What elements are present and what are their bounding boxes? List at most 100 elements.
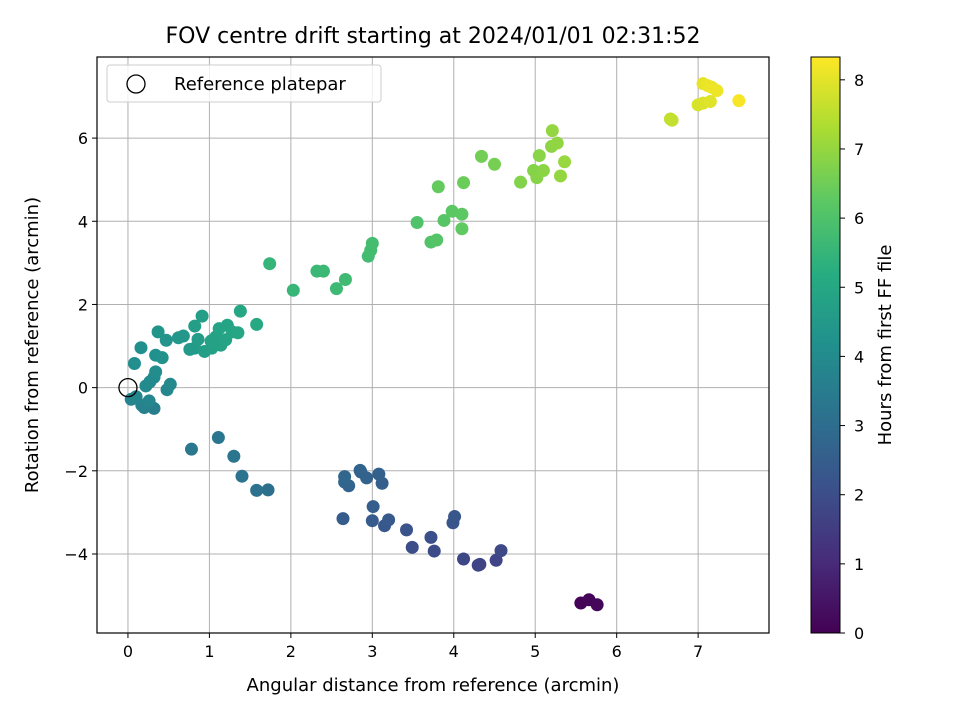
y-tick-label: 4: [78, 212, 88, 231]
x-tick-label: 1: [204, 642, 214, 661]
colorbar-tick-label: 7: [854, 140, 864, 159]
y-tick-label: 6: [78, 129, 88, 148]
x-tick-label: 0: [123, 642, 133, 661]
data-point: [710, 84, 724, 98]
x-tick-label: 5: [530, 642, 540, 661]
colorbar-tick-label: 4: [854, 347, 864, 366]
data-point: [365, 236, 379, 250]
data-point: [532, 149, 546, 163]
colorbar: 0 1 2 3 4 5 6 7 8 Hours from first FF file: [810, 56, 896, 643]
data-point: [474, 149, 488, 163]
data-point: [250, 483, 264, 497]
legend: Reference platepar: [106, 64, 382, 103]
y-tick-label: 0: [78, 379, 88, 398]
data-point: [316, 264, 330, 278]
data-point: [195, 309, 209, 323]
data-point: [703, 94, 717, 108]
legend-entry-reference-platepar: Reference platepar: [174, 74, 346, 95]
data-point: [445, 204, 459, 218]
y-tick-label: −2: [64, 462, 88, 481]
x-axis-label: Angular distance from reference (arcmin): [247, 675, 620, 696]
x-axis-ticks: 0 1 2 3 4 5 6 7: [123, 633, 703, 661]
x-tick-label: 2: [286, 642, 296, 661]
data-point: [550, 136, 564, 150]
plot-frame: [96, 56, 770, 634]
x-tick-label: 3: [367, 642, 377, 661]
data-point: [263, 257, 277, 271]
colorbar-tick-label: 6: [854, 209, 864, 228]
data-point: [176, 329, 190, 343]
y-axis-ticks: −4 −2 0 2 4 6: [64, 129, 97, 564]
data-point: [489, 553, 503, 567]
data-point: [329, 282, 343, 296]
data-point: [155, 351, 169, 365]
data-point: [149, 365, 163, 379]
data-point: [233, 304, 247, 318]
data-point: [366, 500, 380, 514]
data-point: [665, 113, 679, 127]
data-point: [487, 157, 501, 171]
data-point: [286, 283, 300, 297]
data-point: [372, 467, 386, 481]
data-point: [159, 333, 173, 347]
colorbar-tick-label: 5: [854, 278, 864, 297]
x-tick-label: 7: [693, 642, 703, 661]
x-tick-label: 6: [612, 642, 622, 661]
colorbar-tick-label: 2: [854, 486, 864, 505]
data-point: [431, 180, 445, 194]
colorbar-tick-label: 1: [854, 555, 864, 574]
data-point: [250, 317, 264, 331]
data-point: [188, 319, 202, 333]
data-point: [427, 544, 441, 558]
data-point: [235, 469, 249, 483]
data-point: [514, 175, 528, 189]
data-point: [127, 357, 141, 371]
colorbar-label: Hours from first FF file: [875, 245, 896, 446]
data-point: [732, 94, 746, 108]
data-point: [410, 216, 424, 230]
data-point: [430, 233, 444, 247]
data-point: [231, 326, 245, 340]
data-point: [437, 213, 451, 227]
data-point: [494, 544, 508, 558]
colorbar-tick-label: 8: [854, 71, 864, 90]
data-point: [129, 390, 143, 404]
data-point: [382, 513, 396, 527]
data-point: [338, 272, 352, 286]
data-point: [455, 207, 469, 221]
data-points: [124, 77, 746, 612]
reference-marker-layer: [118, 377, 138, 398]
data-point: [553, 169, 567, 183]
data-point: [163, 377, 177, 391]
colorbar-ticks: 0 1 2 3 4 5 6 7 8: [840, 71, 864, 643]
data-point: [455, 222, 469, 236]
data-point: [211, 431, 225, 445]
colorbar-gradient: [810, 56, 841, 634]
reference-platepar-marker: [118, 377, 138, 398]
data-point: [139, 379, 153, 393]
colorbar-tick-label: 0: [854, 624, 864, 643]
chart-title: FOV centre drift starting at 2024/01/01 …: [166, 24, 701, 49]
colorbar-tick-label: 3: [854, 417, 864, 436]
data-point: [457, 176, 471, 190]
data-point: [590, 598, 604, 612]
data-point: [227, 449, 241, 463]
data-point: [424, 530, 438, 544]
data-point: [400, 523, 414, 537]
data-point: [448, 510, 462, 524]
data-point: [338, 470, 352, 484]
y-axis-label: Rotation from reference (arcmin): [22, 197, 43, 493]
data-point: [261, 483, 275, 497]
data-point: [545, 124, 559, 138]
data-point: [473, 557, 487, 571]
data-point: [142, 394, 156, 408]
data-point: [134, 341, 148, 355]
y-tick-label: −4: [64, 545, 88, 564]
data-point: [184, 442, 198, 456]
data-point: [353, 463, 367, 477]
data-point: [365, 514, 379, 528]
data-point: [191, 332, 205, 346]
data-point: [336, 512, 350, 526]
data-point: [536, 164, 550, 178]
